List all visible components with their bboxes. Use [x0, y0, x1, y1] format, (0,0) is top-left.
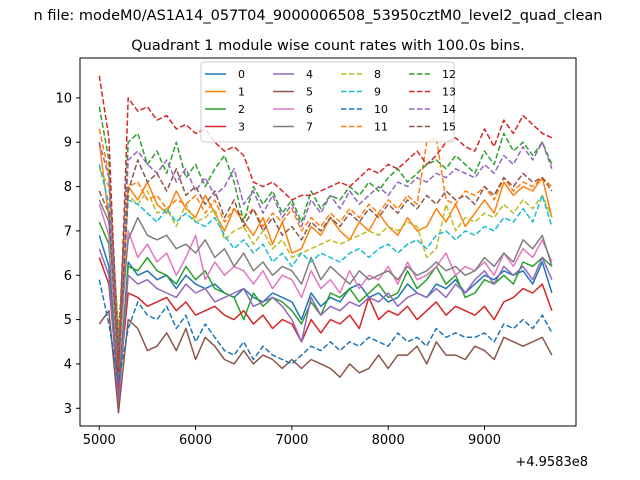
y-tick-label: 5: [64, 313, 72, 328]
legend-label-10: 10: [374, 103, 388, 116]
y-tick-label: 7: [64, 224, 72, 239]
legend-label-11: 11: [374, 121, 388, 134]
legend-box: [200, 61, 455, 143]
legend-label-9: 9: [374, 86, 381, 99]
series-line-15: [98, 159, 553, 370]
series-line-2: [98, 221, 553, 387]
axes-frame: [79, 57, 577, 427]
series-line-14: [98, 141, 553, 365]
series-line-4: [98, 248, 553, 405]
legend-label-8: 8: [374, 68, 381, 81]
x-axis-offset-label: +4.9583e8: [515, 455, 588, 470]
series-line-7: [98, 199, 553, 343]
series-line-1: [98, 142, 553, 383]
series-line-12: [98, 106, 553, 347]
legend-label-4: 4: [306, 68, 313, 81]
x-tick-label: 5000: [83, 433, 116, 448]
series-line-11: [98, 128, 553, 339]
legend-label-7: 7: [306, 121, 313, 134]
series-line-0: [98, 235, 553, 396]
x-tick-label: 9000: [468, 433, 501, 448]
legend-label-14: 14: [442, 103, 456, 116]
legend-label-13: 13: [442, 86, 456, 99]
series-line-3: [98, 257, 553, 392]
legend-label-6: 6: [306, 103, 313, 116]
chart-title: Quadrant 1 module wise count rates with …: [131, 38, 525, 54]
plot-area: [98, 75, 553, 414]
y-tick-label: 6: [64, 269, 72, 284]
legend-label-2: 2: [238, 103, 245, 116]
legend-label-1: 1: [238, 86, 245, 99]
x-tick-label: 6000: [179, 433, 212, 448]
figure-suptitle: n file: modeM0/AS1A14_057T04_9000006508_…: [34, 8, 603, 24]
y-tick-label: 10: [55, 91, 72, 106]
series-line-9: [98, 164, 553, 361]
x-tick-label: 7000: [275, 433, 308, 448]
series-line-6: [98, 204, 553, 374]
series-line-8: [98, 168, 553, 330]
legend-label-3: 3: [238, 121, 245, 134]
legend-label-0: 0: [238, 68, 245, 81]
y-tick-label: 3: [64, 402, 72, 417]
series-line-10: [98, 279, 553, 383]
y-tick-label: 8: [64, 180, 72, 195]
x-tick-label: 8000: [372, 433, 405, 448]
series-line-5: [98, 309, 553, 414]
y-tick-label: 9: [64, 136, 72, 151]
legend-label-15: 15: [442, 121, 456, 134]
legend-label-12: 12: [442, 68, 456, 81]
legend-label-5: 5: [306, 86, 313, 99]
y-tick-label: 4: [64, 357, 72, 372]
series-line-13: [98, 75, 553, 374]
